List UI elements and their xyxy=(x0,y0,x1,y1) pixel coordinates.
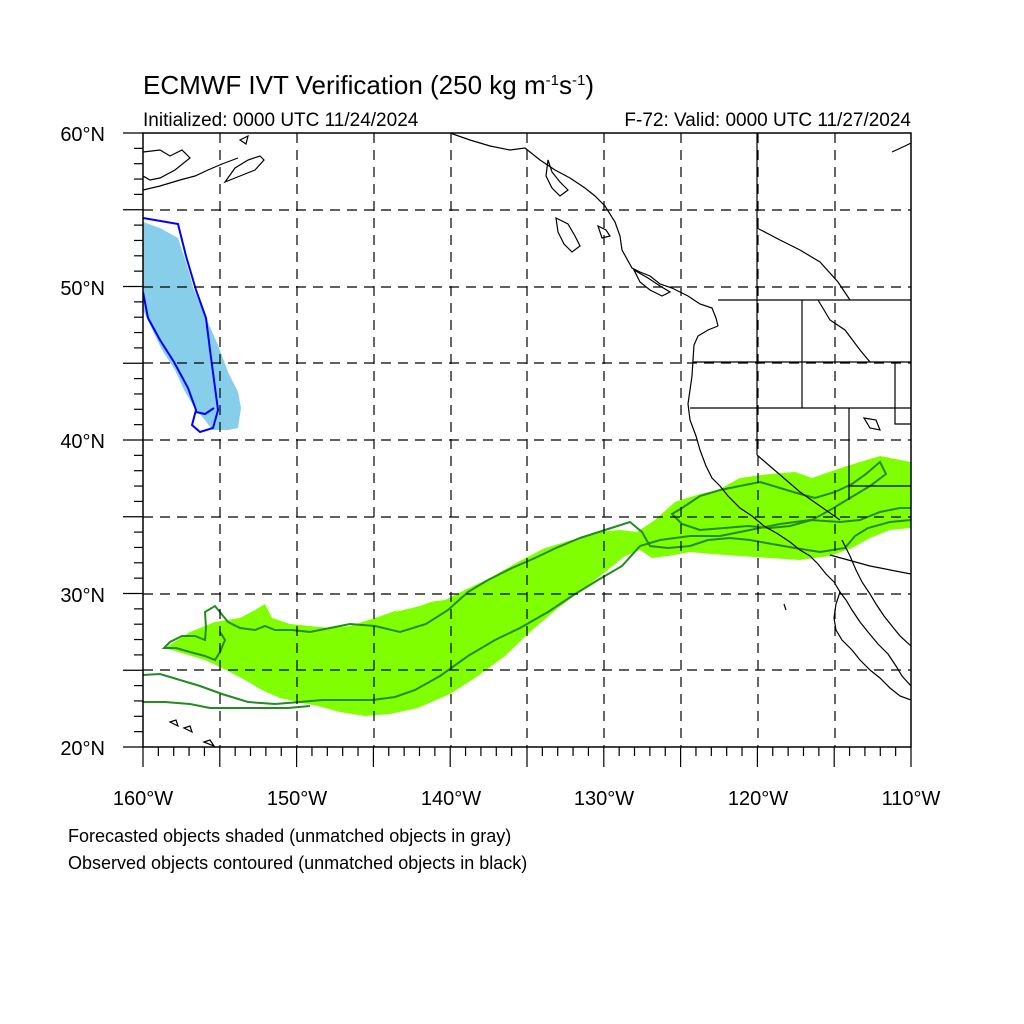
forecast-object-2-shade xyxy=(165,456,911,716)
forecast-note: Forecasted objects shaded (unmatched obj… xyxy=(68,826,512,846)
us-west-coast xyxy=(687,325,911,687)
lon-label-130w: 130°W xyxy=(574,788,634,810)
forecast-object-2-hole xyxy=(395,582,462,612)
observed-object-2-contour xyxy=(143,507,911,709)
lon-label-110w: 110°W xyxy=(882,788,941,810)
observed-object-1-inner xyxy=(195,407,215,416)
lat-label-60: 60°N xyxy=(60,124,105,146)
lat-label-20: 20°N xyxy=(60,738,105,760)
observed-object-2-inner-contour xyxy=(670,460,888,532)
lon-labels: 160°W 150°W 140°W 130°W 120°W 110°W xyxy=(113,788,941,810)
baja-coast xyxy=(833,591,911,701)
lat-label-50: 50°N xyxy=(60,278,105,300)
observed-object-1-contour xyxy=(143,217,220,434)
axis-ticks xyxy=(123,132,912,767)
alaska-coast xyxy=(143,149,191,181)
map-title: ECMWF IVT Verification (250 kg m-1s-1) xyxy=(143,70,594,100)
lon-label-150w: 150°W xyxy=(267,788,327,810)
lat-label-30: 30°N xyxy=(60,585,105,607)
state-borders xyxy=(690,133,911,575)
canada-coast xyxy=(449,133,719,327)
forecast-object-1-shade xyxy=(143,222,241,430)
gulf-california xyxy=(841,539,911,647)
graticule xyxy=(143,133,911,747)
lat-labels: 60°N 50°N 40°N 30°N 20°N xyxy=(60,124,105,760)
lon-label-160w: 160°W xyxy=(113,788,173,810)
initialized-time: Initialized: 0000 UTC 11/24/2024 xyxy=(143,110,419,131)
observed-note: Observed objects contoured (unmatched ob… xyxy=(68,853,528,873)
coastline-group xyxy=(143,133,911,747)
valid-time: F-72: Valid: 0000 UTC 11/27/2024 xyxy=(624,110,911,131)
lon-label-140w: 140°W xyxy=(421,788,481,810)
lon-label-120w: 120°W xyxy=(728,788,788,810)
hawaii xyxy=(168,719,216,747)
lat-label-40: 40°N xyxy=(60,431,105,453)
